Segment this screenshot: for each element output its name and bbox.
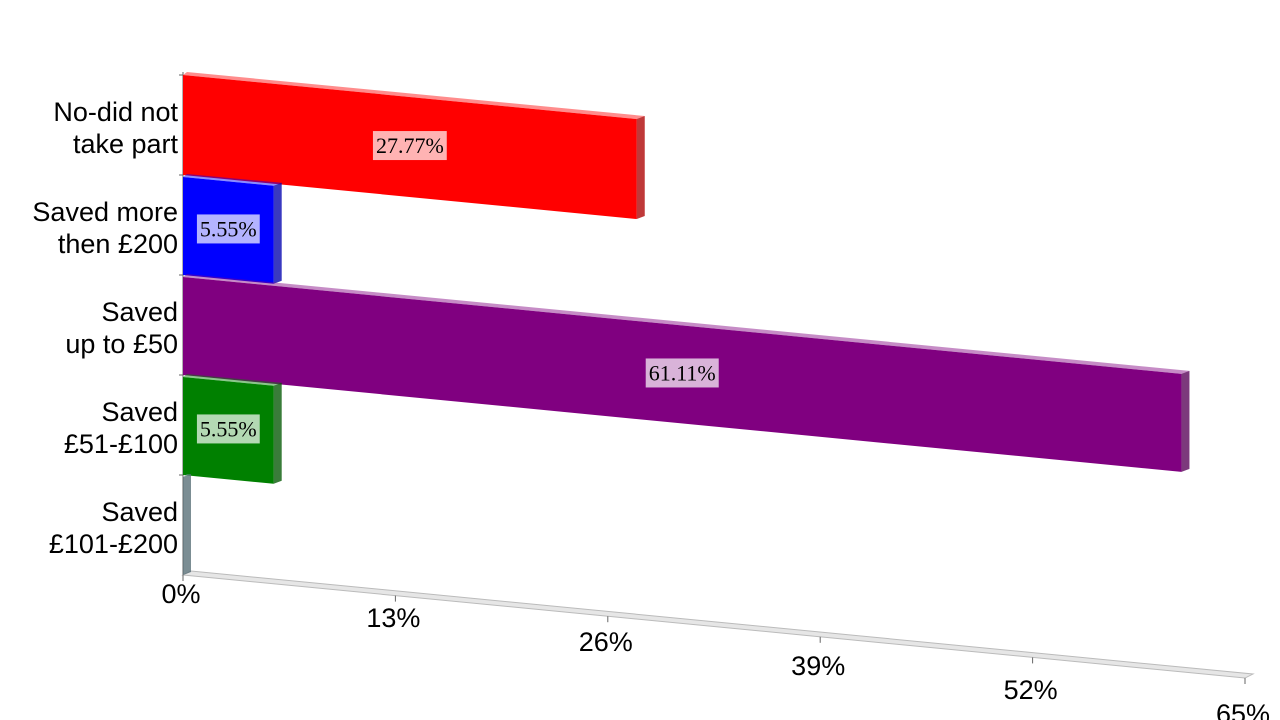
bar-top xyxy=(183,374,282,386)
y-tick-label: Saved more then £200 xyxy=(32,197,178,259)
bar-top xyxy=(183,274,1190,374)
value-label-group: 5.55% xyxy=(196,414,260,444)
x-tick-label: 13% xyxy=(366,603,420,633)
bar-side-shade xyxy=(636,116,645,220)
y-tick-label: No-did not take part xyxy=(53,97,178,159)
y-tick-label: Saved £51-£100 xyxy=(63,397,178,459)
value-label-box xyxy=(372,131,447,161)
y-tick-label: Saved £101-£200 xyxy=(48,497,178,559)
value-label: 5.55% xyxy=(200,216,257,241)
x-tick-label: 52% xyxy=(1004,675,1058,705)
value-label-group: 27.77% xyxy=(372,131,447,161)
x-tick-label: 0% xyxy=(161,579,200,609)
value-label-box xyxy=(196,414,260,444)
x-tick-label: 26% xyxy=(579,627,633,657)
bar-top xyxy=(183,174,282,186)
x-tick-label: 65% xyxy=(1216,699,1270,720)
x-axis-floor xyxy=(181,570,1255,679)
value-label-box xyxy=(196,214,260,244)
value-label-box xyxy=(645,358,719,388)
value-label: 27.77% xyxy=(376,133,444,158)
x-tick-label: 39% xyxy=(791,651,845,681)
bar-side-shade xyxy=(273,382,282,484)
y-tick-label: Saved up to £50 xyxy=(65,297,178,359)
value-label: 61.11% xyxy=(649,360,716,385)
bar-top xyxy=(183,72,645,120)
value-label-group: 5.55% xyxy=(196,214,260,244)
value-label-group: 61.11% xyxy=(645,358,719,388)
bar-side-shade xyxy=(1181,370,1190,472)
bar-side xyxy=(1181,370,1190,472)
bar-side-shade xyxy=(273,182,282,284)
bar-side-shade xyxy=(183,474,191,575)
value-label: 5.55% xyxy=(200,416,257,441)
bar-side xyxy=(183,474,191,575)
bar-side xyxy=(636,116,645,220)
bar-side xyxy=(273,182,282,284)
bar-side xyxy=(273,382,282,484)
